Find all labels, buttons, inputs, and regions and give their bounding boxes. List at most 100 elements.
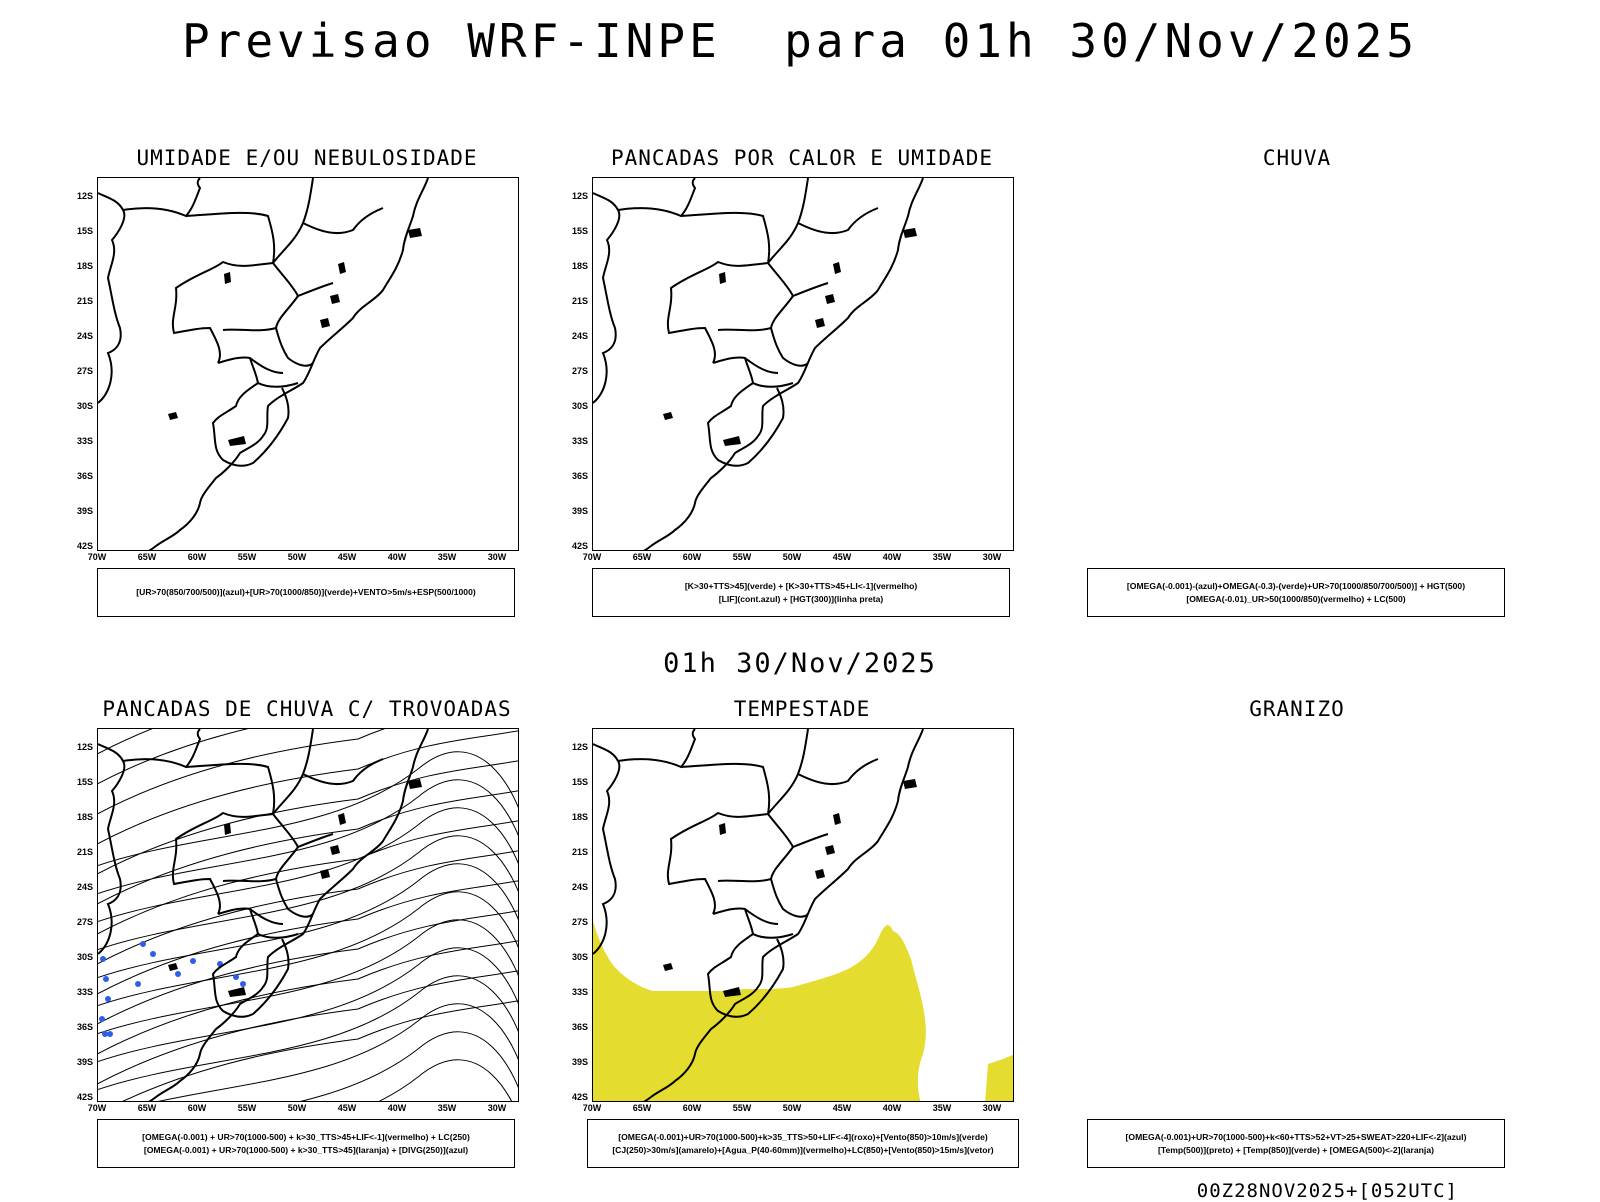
main-title: Previsao WRF-INPE para 01h 30/Nov/2025 — [181, 14, 1419, 68]
lon-tick-label: 55W — [732, 552, 752, 562]
lake-shape — [719, 823, 726, 835]
lat-tick-label: 30S — [76, 952, 93, 962]
streamline — [98, 891, 518, 1007]
legend-line: [OMEGA(-0.001)+UR>70(1000-500)+k>35_TTS>… — [618, 1131, 988, 1142]
lat-tick-label: 30S — [571, 952, 588, 962]
lake-shape — [224, 272, 231, 284]
panel-title-hail: GRANIZO — [1249, 697, 1345, 721]
map-svg — [98, 729, 518, 1101]
lon-tick-label: 65W — [137, 1103, 157, 1113]
border-line — [680, 211, 771, 264]
lat-tick-label: 24S — [571, 331, 588, 341]
lake-shape — [338, 262, 346, 274]
border-line — [680, 762, 771, 815]
lake-shape — [719, 272, 726, 284]
border-line — [211, 382, 290, 467]
streamline — [98, 975, 518, 1091]
coastline — [148, 178, 429, 550]
streamline — [98, 863, 518, 979]
border-line — [272, 262, 334, 298]
border-line — [666, 811, 769, 915]
lat-tick-label: 24S — [571, 882, 588, 892]
lon-tick-label: 35W — [437, 552, 457, 562]
streamline — [98, 820, 518, 935]
lake-shape — [330, 294, 340, 304]
streamline — [122, 1000, 518, 1101]
lake-shape — [663, 963, 673, 971]
coastline — [643, 729, 924, 1101]
lon-tick-label: 60W — [187, 552, 207, 562]
lake-shape — [320, 318, 330, 328]
border-line — [717, 295, 794, 332]
legend-thunder: [OMEGA(-0.001) + UR>70(1000-500) + k>30_… — [97, 1119, 515, 1168]
convection-cell — [100, 956, 106, 962]
lat-tick-label: 12S — [76, 191, 93, 201]
coastline — [643, 178, 924, 550]
border-line — [593, 743, 621, 955]
lon-tick-label: 60W — [187, 1103, 207, 1113]
lat-tick-label: 36S — [571, 1022, 588, 1032]
lon-tick-label: 30W — [487, 552, 507, 562]
lon-tick-label: 45W — [832, 1103, 852, 1113]
lake-shape — [723, 987, 741, 997]
border-line — [717, 846, 794, 883]
streamline — [98, 729, 386, 815]
lake-shape — [168, 963, 178, 971]
lon-tick-label: 40W — [882, 552, 902, 562]
lon-tick-label: 70W — [582, 552, 602, 562]
lat-tick-label: 12S — [571, 742, 588, 752]
convection-cell — [140, 941, 146, 947]
lat-tick-label: 39S — [571, 1057, 588, 1067]
lake-shape — [825, 845, 835, 855]
streamline — [98, 880, 518, 995]
lon-tick-label: 30W — [982, 1103, 1002, 1113]
lake-shape — [723, 436, 741, 446]
border-line — [222, 295, 299, 332]
lat-tick-label: 33S — [571, 436, 588, 446]
lake-shape — [224, 823, 231, 835]
streamline — [98, 751, 518, 867]
border-line — [272, 813, 334, 849]
lake-shape — [228, 987, 246, 997]
lat-tick-label: 27S — [571, 917, 588, 927]
legend-line: [OMEGA(-0.001)+UR>70(1000-500)+k<60+TTS>… — [1125, 1131, 1467, 1142]
lon-tick-label: 70W — [582, 1103, 602, 1113]
streamline — [98, 947, 518, 1063]
convection-cell — [135, 981, 141, 987]
border-line — [797, 758, 879, 786]
panel-title-humidity: UMIDADE E/OU NEBULOSIDADE — [136, 146, 478, 170]
lake-shape — [330, 845, 340, 855]
lon-tick-label: 60W — [682, 552, 702, 562]
political-borders — [593, 178, 879, 467]
lat-tick-label: 21S — [76, 847, 93, 857]
lat-tick-label: 30S — [76, 401, 93, 411]
lon-tick-label: 65W — [632, 1103, 652, 1113]
border-line — [171, 811, 274, 915]
lake-shape — [903, 228, 917, 238]
lat-tick-label: 24S — [76, 882, 93, 892]
lon-tick-label: 70W — [87, 1103, 107, 1113]
convection-cell — [240, 981, 246, 987]
lat-tick-label: 33S — [76, 436, 93, 446]
convection-cell — [107, 1031, 113, 1037]
lon-tick-label: 30W — [487, 1103, 507, 1113]
lake-shape — [833, 813, 841, 825]
streamline — [98, 790, 518, 905]
lon-tick-label: 60W — [682, 1103, 702, 1113]
lon-tick-label: 45W — [337, 552, 357, 562]
streamline — [98, 970, 518, 1085]
map-svg — [593, 729, 1013, 1101]
lon-tick-label: 65W — [137, 552, 157, 562]
lat-tick-label: 30S — [571, 401, 588, 411]
lat-tick-label: 24S — [76, 331, 93, 341]
lake-shape — [320, 869, 330, 879]
convection-cell — [233, 974, 239, 980]
lon-tick-label: 40W — [387, 1103, 407, 1113]
border-line — [706, 382, 785, 467]
lake-shape — [815, 869, 825, 879]
legend-line: [OMEGA(-0.01)_UR>50(1000/850)(vermelho) … — [1186, 593, 1406, 604]
lat-tick-label: 18S — [571, 812, 588, 822]
border-line — [767, 262, 829, 298]
border-line — [797, 207, 879, 235]
lon-tick-label: 50W — [287, 552, 307, 562]
